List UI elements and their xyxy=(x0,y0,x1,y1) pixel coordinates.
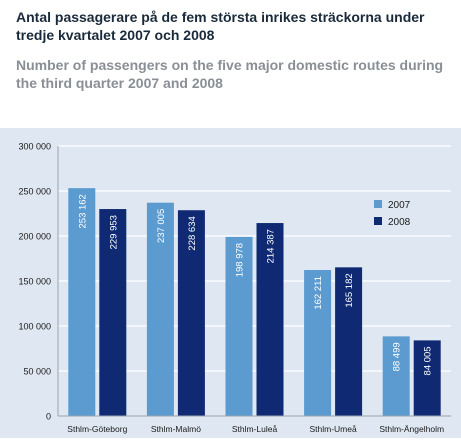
y-tick-label: 300 000 xyxy=(18,142,51,152)
bar-2008 xyxy=(99,209,127,416)
data-label: 88 499 xyxy=(392,342,403,371)
chart-title: Antal passagerare på de fem största inri… xyxy=(16,9,425,43)
data-label: 84 005 xyxy=(423,346,434,375)
data-label: 228 634 xyxy=(187,216,198,250)
data-label: 237 005 xyxy=(156,209,167,243)
bar-2008 xyxy=(256,223,284,416)
x-tick-label: Sthlm-Ängelholm xyxy=(379,424,444,434)
legend-swatch-2007 xyxy=(374,200,382,208)
chart-panel: 0 50 000 100 000 150 000 200 000 250 000 300 0… xyxy=(0,128,461,438)
data-label: 198 978 xyxy=(235,243,246,277)
y-tick-label: 150 000 xyxy=(18,277,51,287)
y-tick-label: 0 xyxy=(46,412,51,422)
x-tick-label: Sthlm-Malmö xyxy=(151,424,201,434)
bar-2007 xyxy=(225,236,253,416)
x-tick-label: Sthlm-Umeå xyxy=(309,424,357,434)
bar-chart: 0 50 000 100 000 150 000 200 000 250 000 300 0… xyxy=(0,128,461,438)
data-label: 229 953 xyxy=(108,215,119,249)
chart-subtitle: Number of passengers on the five major d… xyxy=(16,57,444,91)
data-label: 162 211 xyxy=(313,276,324,310)
legend-label-2007: 2007 xyxy=(388,200,411,211)
bar-2008 xyxy=(335,267,363,416)
legend-swatch-2008 xyxy=(374,217,382,225)
bar-2007 xyxy=(146,202,174,416)
bar-2008 xyxy=(413,340,441,416)
bar-2007 xyxy=(304,270,332,416)
data-label: 165 182 xyxy=(344,273,355,307)
y-tick-label: 250 000 xyxy=(18,187,51,197)
data-label: 253 162 xyxy=(77,194,88,228)
bar-2007 xyxy=(68,188,96,416)
y-tick-label: 100 000 xyxy=(18,322,51,332)
y-tick-label: 200 000 xyxy=(18,232,51,242)
legend-label-2008: 2008 xyxy=(388,217,411,228)
bar-2007 xyxy=(382,336,410,416)
y-tick-label: 50 000 xyxy=(23,367,51,377)
x-tick-label: Sthlm-Göteborg xyxy=(67,424,127,434)
x-tick-label: Sthlm-Luleå xyxy=(232,424,278,434)
data-label: 214 387 xyxy=(266,229,277,263)
bar-2008 xyxy=(177,210,205,416)
